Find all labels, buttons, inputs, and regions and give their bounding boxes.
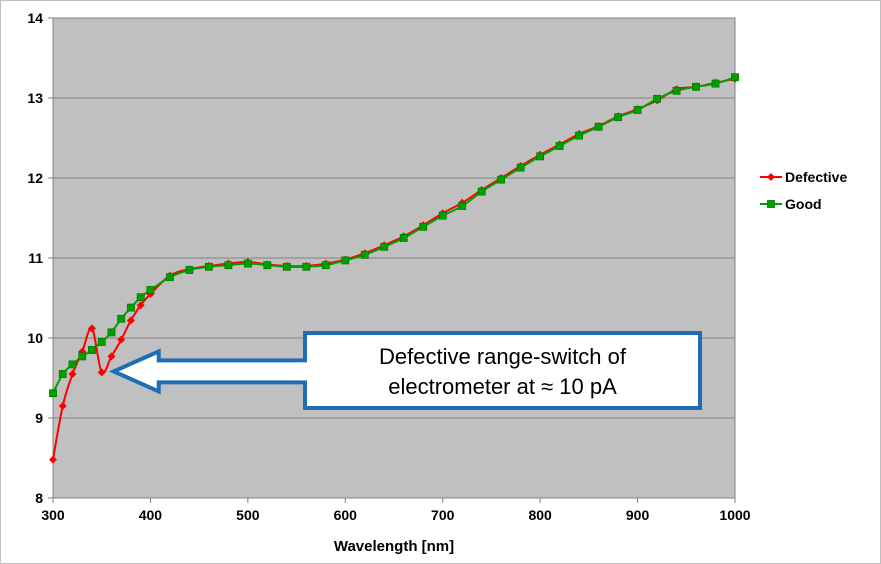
legend-label: Defective (785, 169, 847, 185)
data-point (614, 113, 622, 122)
data-point (419, 222, 428, 231)
annotation-callout: Defective range-switch of electrometer at… (108, 331, 702, 410)
data-point (536, 152, 545, 161)
data-point (282, 262, 291, 271)
y-tick-label: 9 (35, 410, 43, 426)
data-point (711, 79, 720, 88)
legend-item-defective: Defective (760, 169, 847, 185)
data-point (575, 131, 584, 140)
x-axis-title: Wavelength [nm] (334, 538, 454, 555)
legend: Defective Good (760, 169, 847, 212)
callout-text-line: electrometer at ≈ 10 pA (388, 374, 617, 399)
x-tick-label: 400 (139, 507, 163, 523)
data-point (166, 273, 174, 282)
data-point (97, 368, 106, 377)
data-point (767, 200, 775, 208)
callout-arrow (108, 348, 305, 395)
y-tick-label: 11 (28, 250, 43, 266)
y-tick-label: 13 (27, 90, 43, 106)
legend-label: Good (785, 196, 822, 212)
data-point (97, 338, 106, 346)
data-point (360, 250, 369, 259)
x-tick-label: 600 (334, 507, 358, 523)
data-point (438, 211, 447, 220)
data-point (302, 262, 311, 271)
data-point (633, 106, 642, 114)
callout-box (303, 331, 702, 410)
data-point (399, 234, 408, 242)
data-point (87, 324, 96, 333)
data-point (263, 261, 272, 270)
data-point (243, 259, 252, 268)
data-point (107, 352, 116, 361)
x-tick-label: 900 (626, 507, 650, 523)
data-point (477, 187, 486, 196)
data-point (136, 293, 145, 302)
y-axis-ticks: 8 9 10 11 12 13 14 (27, 10, 53, 506)
y-tick-label: 12 (27, 170, 43, 186)
data-point (224, 261, 233, 270)
x-tick-label: 300 (41, 507, 65, 523)
callout-joint (301, 362, 309, 381)
y-tick-label: 10 (27, 330, 43, 346)
x-axis-ticks: 300 400 500 600 700 800 900 1000 (41, 498, 751, 523)
legend-item-good: Good (760, 196, 822, 212)
data-point (78, 352, 87, 361)
data-point (88, 346, 96, 354)
data-point (767, 173, 775, 181)
data-point (341, 256, 350, 265)
data-point (497, 175, 506, 184)
data-point (731, 73, 739, 82)
data-point (204, 262, 213, 271)
y-tick-label: 14 (27, 10, 43, 26)
x-tick-label: 1000 (719, 507, 750, 523)
data-point (516, 163, 525, 172)
data-point (58, 402, 67, 410)
data-point (49, 455, 57, 464)
data-point (107, 328, 116, 337)
data-point (68, 360, 77, 369)
data-point (692, 82, 700, 91)
data-point (127, 303, 135, 312)
callout-text-line: Defective range-switch of (379, 344, 627, 369)
series-good (49, 73, 739, 398)
data-point (136, 301, 145, 310)
data-point (458, 202, 467, 210)
y-tick-label: 8 (35, 490, 43, 506)
data-point (117, 314, 126, 323)
data-point (49, 389, 57, 398)
data-point (653, 94, 661, 103)
data-point (380, 242, 389, 251)
x-tick-label: 700 (431, 507, 455, 523)
series-layer (49, 73, 739, 464)
data-point (117, 335, 126, 344)
data-point (321, 261, 330, 270)
data-point (185, 266, 194, 274)
data-point (555, 142, 564, 150)
data-point (146, 286, 155, 294)
data-point (594, 122, 603, 131)
x-tick-label: 800 (528, 507, 552, 523)
data-point (68, 370, 77, 378)
data-point (126, 316, 135, 325)
data-point (58, 370, 67, 378)
x-tick-label: 500 (236, 507, 260, 523)
data-point (672, 86, 681, 95)
